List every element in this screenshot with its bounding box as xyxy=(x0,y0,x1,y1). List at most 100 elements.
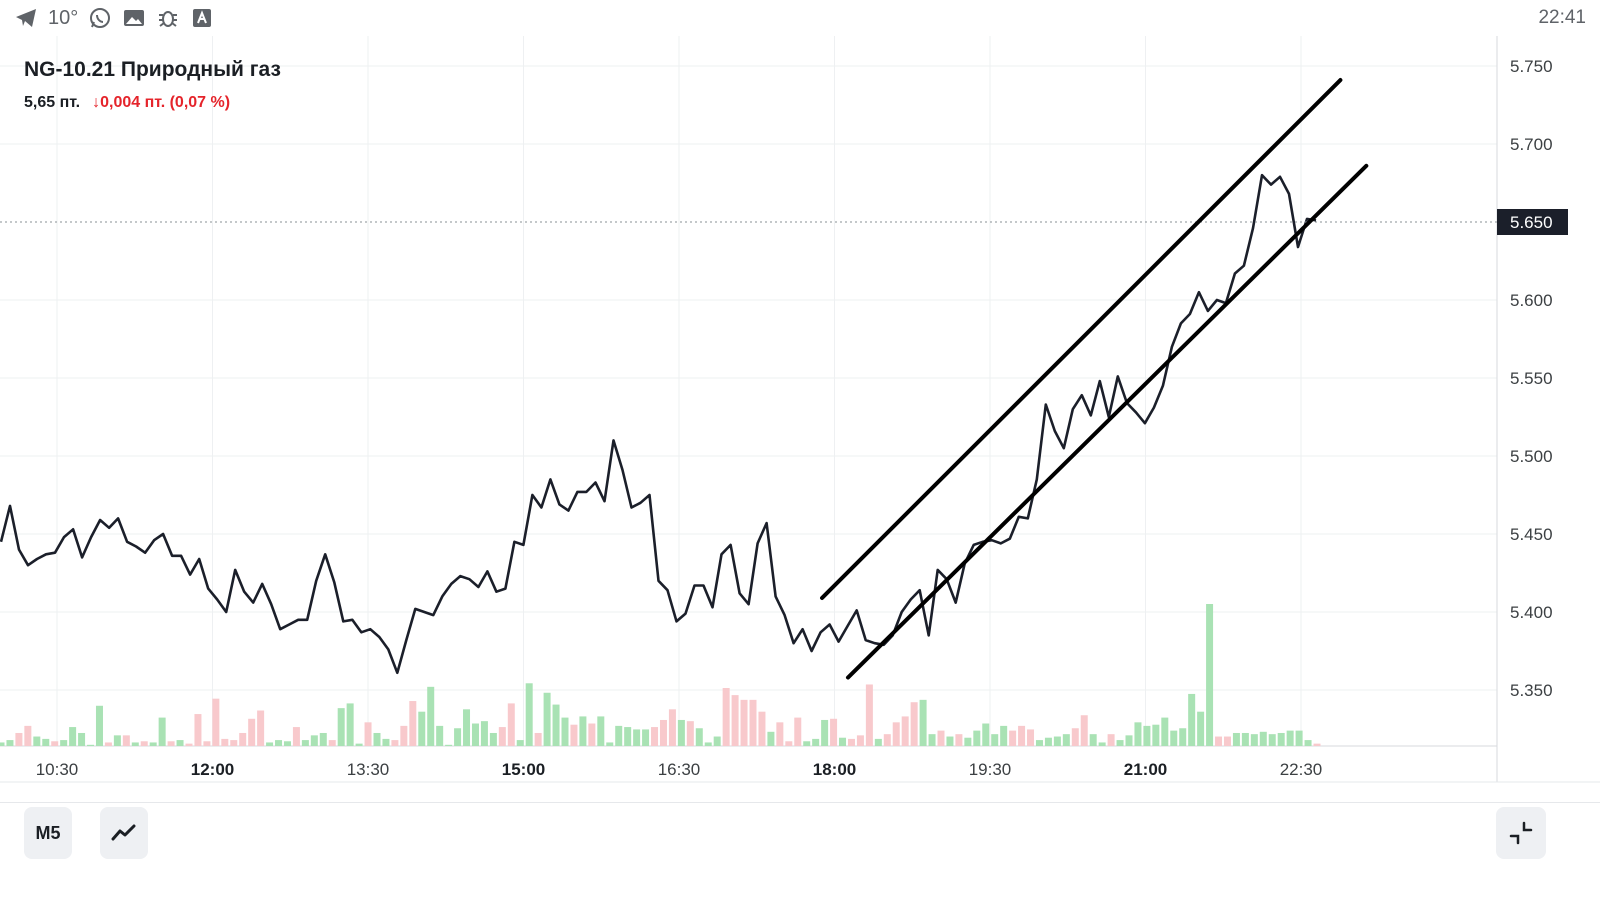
volume-bar xyxy=(1295,730,1303,746)
volume-bar xyxy=(722,688,730,746)
timeframe-button[interactable]: M5 xyxy=(24,807,72,859)
volume-bar xyxy=(239,732,247,746)
volume-bar xyxy=(454,728,462,746)
timeframe-label: M5 xyxy=(35,822,61,843)
volume-bar xyxy=(910,702,918,746)
volume-bar xyxy=(785,741,793,746)
x-tick-label: 21:00 xyxy=(1124,760,1167,779)
volume-bar xyxy=(194,714,202,746)
volume-bar xyxy=(436,725,444,746)
volume-bar xyxy=(33,736,41,746)
volume-bar xyxy=(651,727,659,746)
x-tick-label: 12:00 xyxy=(191,760,234,779)
volume-bar xyxy=(1188,693,1196,746)
collapse-button[interactable] xyxy=(1496,807,1546,859)
volume-bar xyxy=(95,705,103,746)
volume-bar xyxy=(731,695,739,746)
volume-bar xyxy=(892,722,900,746)
volume-bar xyxy=(1089,734,1097,746)
volume-bar xyxy=(830,718,838,746)
volume-bar xyxy=(24,725,32,746)
clock: 22:41 xyxy=(1538,7,1586,28)
volume-bar xyxy=(516,740,524,746)
volume-bar xyxy=(1018,725,1026,746)
volume-bar xyxy=(1313,743,1321,746)
volume-bar xyxy=(409,701,417,746)
volume-bar xyxy=(1035,740,1043,746)
volume-bar xyxy=(203,741,211,746)
chart-type-button[interactable] xyxy=(100,807,148,859)
temperature-text: 10° xyxy=(48,6,79,29)
volume-bar xyxy=(346,703,354,746)
volume-bar xyxy=(1223,736,1231,746)
x-tick-label: 16:30 xyxy=(658,760,701,779)
volume-bar xyxy=(749,699,757,746)
volume-bar xyxy=(0,742,5,746)
volume-bar xyxy=(1250,734,1258,746)
volume-bar xyxy=(1197,711,1205,746)
volume-bar xyxy=(1179,728,1187,746)
volume-bar xyxy=(176,740,184,746)
volume-bar xyxy=(1080,715,1088,746)
volume-bar xyxy=(1098,742,1106,746)
font-a-icon xyxy=(190,6,214,30)
volume-bar xyxy=(221,738,229,746)
volume-bar xyxy=(283,741,291,746)
volume-bar xyxy=(686,721,694,746)
volume-bar xyxy=(15,732,23,746)
volume-bar xyxy=(158,717,166,746)
volume-bar xyxy=(1009,730,1017,746)
volume-bar xyxy=(489,732,497,746)
volume-bar xyxy=(1304,740,1312,746)
volume-bar xyxy=(821,719,829,746)
price-row: 5,65 пт. ↓0,004 пт. (0,07 %) xyxy=(24,94,230,112)
volume-bar xyxy=(185,743,193,746)
volume-bar xyxy=(1143,725,1151,746)
volume-bar xyxy=(901,716,909,746)
volume-bar xyxy=(149,742,157,746)
price-chart[interactable]: 5.750 5.700 5.600 5.550 5.500 5.450 5.400 5.350… xyxy=(0,0,1600,800)
volume-bar xyxy=(1170,730,1178,746)
bottom-toolbar: M5 xyxy=(0,802,1600,901)
volume-bar xyxy=(847,738,855,746)
current-price-label: 5.650 xyxy=(1510,213,1553,232)
x-tick-label: 18:00 xyxy=(813,760,856,779)
whatsapp-icon xyxy=(88,6,112,30)
volume-bar xyxy=(579,716,587,746)
price-change-text: 0,004 пт. (0,07 %) xyxy=(100,94,231,111)
volume-bar xyxy=(561,717,569,746)
volume-bar xyxy=(812,738,820,746)
y-tick-label: 5.450 xyxy=(1510,525,1553,544)
volume-bar xyxy=(328,740,336,746)
volume-bar xyxy=(713,736,721,746)
volume-bar xyxy=(257,710,265,746)
volume-bar xyxy=(1071,728,1079,746)
volume-bar xyxy=(104,742,112,746)
instrument-title: NG-10.21 Природный газ xyxy=(24,58,281,81)
volume-bar xyxy=(1152,724,1160,746)
trend-channel-line xyxy=(820,78,1343,600)
volume-bar xyxy=(301,740,309,746)
volume-bar xyxy=(113,735,121,746)
volume-bar xyxy=(1268,734,1276,746)
volume-bar xyxy=(131,742,139,746)
volume-bar xyxy=(1161,717,1169,746)
volume-bar xyxy=(955,734,963,746)
y-tick-label: 5.350 xyxy=(1510,681,1553,700)
x-tick-label: 22:30 xyxy=(1280,760,1323,779)
volume-bar xyxy=(794,717,802,746)
volume-bar xyxy=(937,730,945,746)
volume-bar xyxy=(928,734,936,746)
volume-bar xyxy=(212,698,220,746)
volume-bar xyxy=(570,724,578,746)
volume-bar xyxy=(677,719,685,746)
volume-bar xyxy=(140,741,148,746)
volume-bar xyxy=(659,719,667,746)
volume-bar xyxy=(525,683,533,746)
bug-icon xyxy=(156,6,180,30)
volume-bar xyxy=(60,740,68,746)
volume-bar xyxy=(471,723,479,746)
volume-bar xyxy=(758,711,766,746)
volume-bar xyxy=(266,742,274,746)
volume-bar xyxy=(418,711,426,746)
